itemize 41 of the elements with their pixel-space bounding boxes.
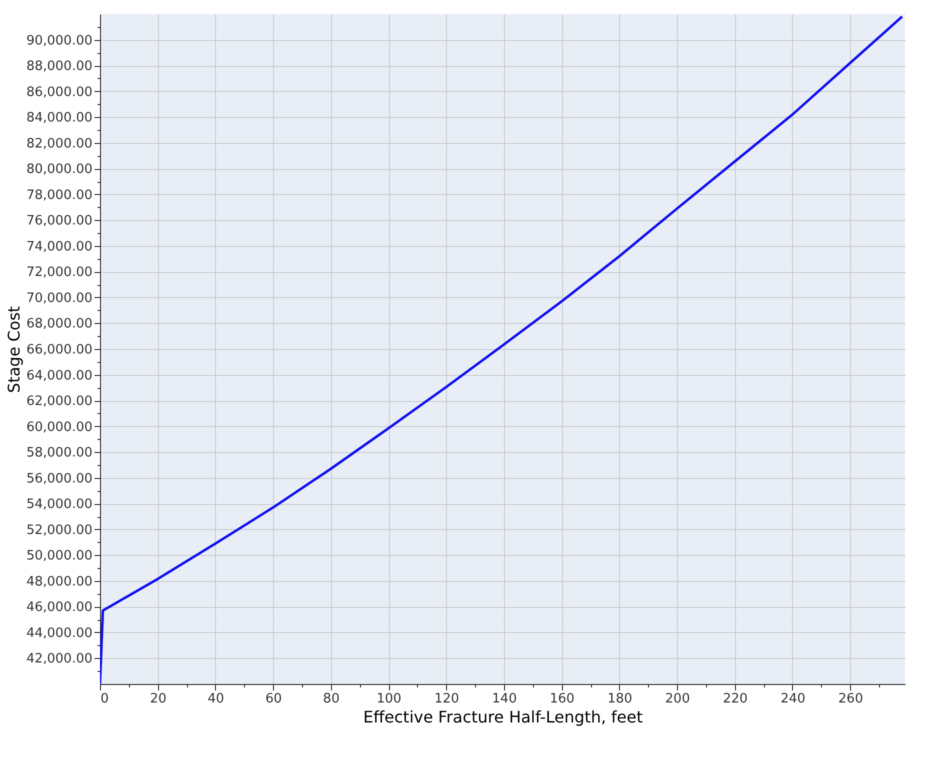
x-tick-label: 40	[208, 692, 224, 706]
x-tick-label: 160	[550, 692, 575, 706]
y-axis-title: Stage Cost	[4, 306, 24, 393]
y-tick-label: 68,000.00	[26, 316, 92, 332]
x-tick-label: 140	[492, 692, 517, 706]
x-tick-label: 260	[838, 692, 864, 706]
y-tick-label: 84,000.00	[26, 110, 92, 126]
y-tick-label: 56,000.00	[26, 471, 92, 486]
y-tick-label: 80,000.00	[26, 162, 92, 178]
x-tick-label: 200	[665, 692, 690, 706]
x-tick-label: 20	[150, 692, 166, 706]
y-tick-label: 60,000.00	[26, 420, 92, 435]
x-axis-title: Effective Fracture Half-Length, feet	[363, 708, 643, 726]
x-tick-label: 80	[323, 692, 340, 706]
y-tick-label: 76,000.00	[26, 214, 92, 229]
x-tick-label: 60	[265, 692, 282, 706]
y-tick-label: 90,000.00	[26, 33, 92, 48]
y-tick-label: 44,000.00	[26, 626, 92, 641]
y-tick-label: 78,000.00	[26, 188, 92, 203]
y-tick-label: 58,000.00	[26, 446, 92, 461]
y-tick-label: 50,000.00	[26, 548, 92, 564]
y-tick-label: 48,000.00	[26, 574, 92, 590]
y-tick-label: 46,000.00	[26, 600, 92, 616]
x-tick-label: 220	[722, 692, 748, 706]
y-tick-label: 72,000.00	[26, 265, 92, 280]
x-tick-label: 120	[434, 692, 460, 706]
y-tick-label: 54,000.00	[26, 497, 92, 512]
x-tick-label: 240	[780, 692, 806, 706]
y-tick-label: 64,000.00	[26, 368, 92, 384]
y-tick-label: 42,000.00	[26, 652, 92, 667]
x-tick-label: 0	[100, 692, 109, 706]
y-tick-label: 88,000.00	[26, 59, 92, 74]
y-tick-label: 52,000.00	[26, 522, 92, 538]
y-tick-label: 82,000.00	[26, 136, 92, 152]
y-tick-label: 66,000.00	[26, 342, 92, 358]
y-tick-label: 62,000.00	[26, 394, 92, 410]
y-tick-label: 74,000.00	[26, 239, 92, 254]
y-tick-label: 70,000.00	[26, 290, 92, 306]
x-tick-label: 180	[607, 692, 632, 706]
y-tick-label: 86,000.00	[26, 84, 92, 100]
x-tick-label: 100	[376, 692, 402, 706]
